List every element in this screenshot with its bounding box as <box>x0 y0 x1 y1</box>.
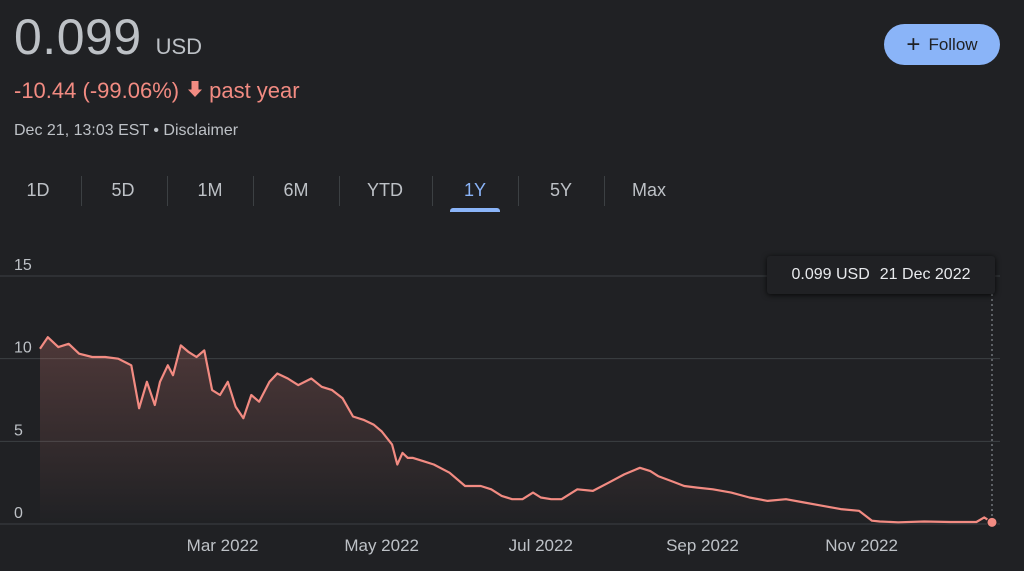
tab-label: Max <box>631 179 666 200</box>
y-tick-label: 0 <box>14 505 23 522</box>
quote-meta: Dec 21, 13:03 EST • Disclaimer <box>14 122 238 140</box>
meta-separator: • <box>153 122 159 139</box>
price-change: -10.44 (-99.06%) <box>14 78 180 103</box>
tab-label: 1M <box>197 179 223 200</box>
tab-1m[interactable]: 1M <box>180 168 240 212</box>
tab-6m[interactable]: 6M <box>266 168 326 212</box>
line-layer <box>39 294 998 528</box>
tab-divider <box>339 176 340 206</box>
tab-1d[interactable]: 1D <box>8 168 68 212</box>
tab-1y[interactable]: 1Y <box>445 168 505 212</box>
price-change-row: -10.44 (-99.06%) past year <box>14 78 300 104</box>
tab-label: 5D <box>111 179 135 200</box>
y-tick-label: 15 <box>14 257 32 274</box>
currency-label: USD <box>155 34 203 59</box>
tooltip-value: 0.099 USD <box>791 266 870 283</box>
x-tick-label: Mar 2022 <box>187 536 259 555</box>
x-axis: Mar 2022 May 2022 Jul 2022 Sep 2022 Nov 2022 <box>187 536 898 555</box>
follow-button[interactable]: + Follow <box>884 24 1000 65</box>
active-tab-indicator <box>450 208 500 212</box>
x-tick-label: Jul 2022 <box>509 536 573 555</box>
tab-divider <box>253 176 254 206</box>
tab-divider <box>604 176 605 206</box>
tab-divider <box>167 176 168 206</box>
tab-max[interactable]: Max <box>619 168 679 212</box>
price-header: 0.099 USD <box>14 8 202 66</box>
chart-svg: 0 5 10 15 Mar 2022 May 2022 Jul 2022 Sep 2022 N… <box>0 257 1000 555</box>
x-tick-label: Nov 2022 <box>825 536 898 555</box>
arrow-down-icon <box>187 78 203 104</box>
y-tick-label: 10 <box>14 340 32 357</box>
tab-label: 1D <box>26 179 50 200</box>
tab-ytd[interactable]: YTD <box>355 168 415 212</box>
range-tabs: 1D 5D 1M 6M YTD 1Y 5Y Max <box>0 168 700 214</box>
follow-button-label: Follow <box>928 34 978 54</box>
quote-timestamp: Dec 21, 13:03 EST <box>14 122 149 139</box>
area-layer <box>40 337 992 524</box>
change-period: past year <box>209 78 300 103</box>
current-price: 0.099 <box>14 9 142 65</box>
tooltip-date: 21 Dec 2022 <box>879 266 971 283</box>
area-fill <box>40 337 992 524</box>
tab-label: YTD <box>367 179 403 200</box>
plus-icon: + <box>906 30 921 58</box>
tab-divider <box>518 176 519 206</box>
tab-5y[interactable]: 5Y <box>531 168 591 212</box>
hover-tooltip: 0.099 USD 21 Dec 2022 <box>767 256 995 294</box>
tab-label: 6M <box>283 179 309 200</box>
x-tick-label: May 2022 <box>344 536 419 555</box>
hover-point <box>986 516 998 528</box>
tab-5d[interactable]: 5D <box>93 168 153 212</box>
series-line <box>39 336 993 524</box>
tab-divider <box>81 176 82 206</box>
disclaimer-link[interactable]: Disclaimer <box>163 122 239 139</box>
x-tick-label: Sep 2022 <box>666 536 739 555</box>
y-tick-label: 5 <box>14 422 23 439</box>
price-chart[interactable]: 0 5 10 15 Mar 2022 May 2022 Jul 2022 Sep 2022 N… <box>0 240 1024 566</box>
tab-label: 1Y <box>463 179 487 200</box>
tab-label: 5Y <box>549 179 573 200</box>
tab-divider <box>432 176 433 206</box>
